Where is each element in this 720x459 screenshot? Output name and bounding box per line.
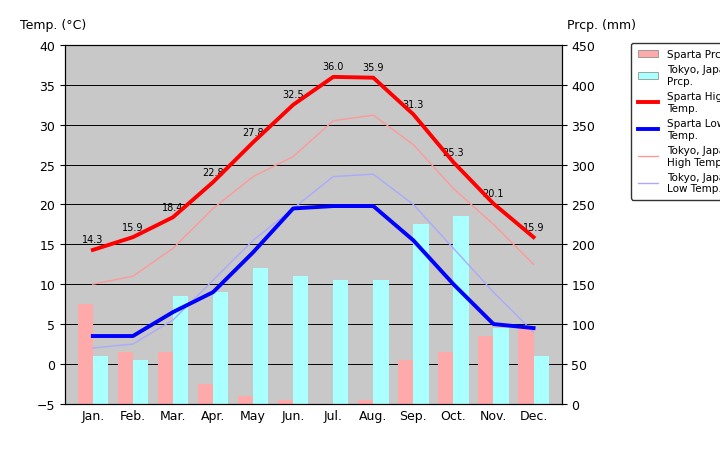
Bar: [173, 297, 188, 404]
Text: 20.1: 20.1: [482, 189, 504, 199]
Bar: [534, 356, 549, 404]
Text: 15.9: 15.9: [122, 222, 144, 232]
Bar: [333, 280, 348, 404]
Bar: [454, 217, 469, 404]
Bar: [373, 280, 389, 404]
Text: 25.3: 25.3: [443, 147, 464, 157]
Text: Temp. (°C): Temp. (°C): [20, 19, 86, 32]
Bar: [93, 356, 108, 404]
Text: 18.4: 18.4: [162, 202, 184, 212]
Bar: [158, 352, 173, 404]
Legend: Sparta Prcp., Tokyo, Japan
Prcp., Sparta High
Temp., Sparta Low
Temp., Tokyo, Ja: Sparta Prcp., Tokyo, Japan Prcp., Sparta…: [631, 44, 720, 200]
Text: 35.9: 35.9: [363, 63, 384, 73]
Text: 36.0: 36.0: [323, 62, 344, 72]
Bar: [358, 400, 373, 404]
Bar: [293, 277, 308, 404]
Text: 27.8: 27.8: [243, 128, 264, 137]
Bar: [238, 396, 253, 404]
Bar: [493, 328, 509, 404]
Text: 22.8: 22.8: [202, 167, 224, 177]
Text: 15.9: 15.9: [523, 222, 544, 232]
Text: 14.3: 14.3: [82, 235, 104, 245]
Text: 32.5: 32.5: [282, 90, 304, 100]
Bar: [518, 328, 534, 404]
Bar: [117, 352, 133, 404]
Bar: [213, 292, 228, 404]
Bar: [398, 360, 413, 404]
Bar: [478, 336, 493, 404]
Bar: [133, 360, 148, 404]
Bar: [78, 304, 93, 404]
Text: 31.3: 31.3: [402, 100, 424, 110]
Bar: [413, 225, 428, 404]
Bar: [198, 384, 213, 404]
Bar: [438, 352, 454, 404]
Bar: [253, 269, 269, 404]
Bar: [278, 400, 293, 404]
Text: Prcp. (mm): Prcp. (mm): [567, 19, 636, 32]
